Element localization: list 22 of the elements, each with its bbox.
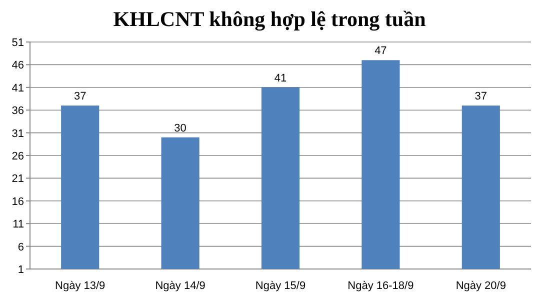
data-label: 30 bbox=[174, 122, 186, 134]
x-tick-label: Ngày 13/9 bbox=[55, 280, 106, 292]
data-label: 37 bbox=[74, 90, 86, 103]
y-tick-label: 41 bbox=[12, 82, 24, 94]
y-tick-label: 51 bbox=[12, 37, 24, 49]
y-tick-label: 1 bbox=[18, 264, 24, 276]
y-tick-label: 26 bbox=[12, 150, 24, 162]
y-tick-label: 11 bbox=[12, 218, 24, 231]
x-tick-label: Ngày 16-18/9 bbox=[348, 280, 414, 292]
y-tick-label: 31 bbox=[12, 128, 24, 140]
y-tick-label: 46 bbox=[12, 60, 24, 72]
y-tick-label: 36 bbox=[12, 105, 24, 118]
data-label: 47 bbox=[374, 45, 387, 58]
x-tick-label: Ngày 20/9 bbox=[456, 280, 506, 292]
y-tick-label: 21 bbox=[12, 173, 24, 186]
chart-title: KHLCNT không hợp lệ trong tuần bbox=[113, 7, 426, 31]
x-tick-label: Ngày 14/9 bbox=[155, 280, 206, 292]
data-label: 41 bbox=[274, 72, 287, 84]
y-tick-label: 16 bbox=[12, 196, 24, 208]
y-tick-label: 6 bbox=[18, 241, 24, 254]
x-tick-label: Ngày 15/9 bbox=[255, 280, 306, 292]
data-label: 37 bbox=[474, 90, 488, 103]
